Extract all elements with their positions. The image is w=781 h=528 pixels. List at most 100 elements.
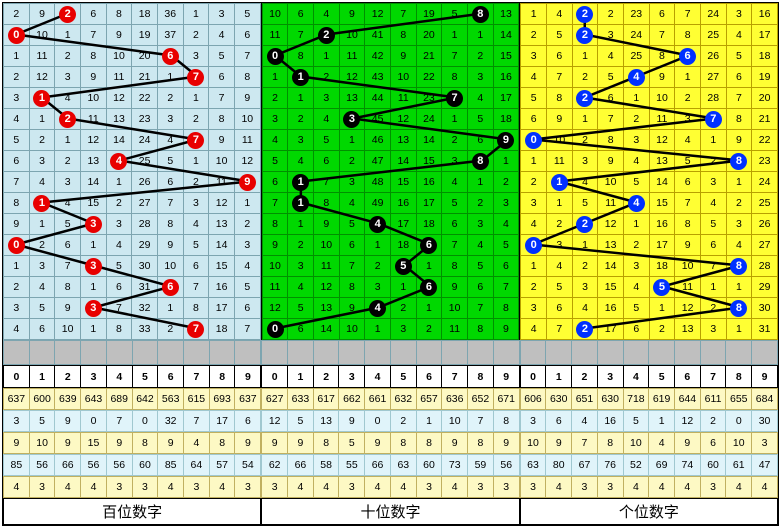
stat-cell: 1 [416, 411, 442, 432]
stat-cell: 10 [520, 433, 546, 454]
cell: 1 [572, 235, 598, 256]
cell: 17 [649, 235, 675, 256]
cell: 5 [262, 151, 288, 172]
cell: 12 [649, 130, 675, 151]
cell: 17 [390, 214, 416, 235]
cell: 2 [547, 214, 573, 235]
cell: 11 [106, 67, 132, 88]
spacer [209, 341, 235, 365]
col-header: 0 [4, 366, 30, 388]
cell: 17 [209, 298, 235, 319]
stat-cell: 69 [649, 455, 675, 476]
stat-cell: 4 [288, 477, 314, 498]
stat-cell: 30 [752, 411, 778, 432]
cell: 7 [262, 193, 288, 214]
stat-cell: 56 [106, 455, 132, 476]
stat-cell: 32 [158, 411, 184, 432]
stat-cell: 617 [313, 389, 339, 410]
stat-cell: 611 [700, 389, 726, 410]
cell: 12 [29, 67, 55, 88]
cell: 8 [4, 193, 30, 214]
cell: 1 [416, 298, 442, 319]
stat-cell: 7 [572, 433, 598, 454]
marker: 0 [267, 48, 284, 65]
marker: 4 [628, 69, 645, 86]
cell: 3 [339, 109, 365, 130]
cell: 13 [675, 319, 701, 340]
stat-cell: 66 [55, 455, 81, 476]
cell: 2 [649, 319, 675, 340]
stat-cell: 718 [623, 389, 649, 410]
cell: 2 [55, 46, 81, 67]
cell: 6 [339, 235, 365, 256]
cell: 6 [598, 88, 624, 109]
cell: 9 [339, 298, 365, 319]
cell: 8 [726, 256, 752, 277]
spacer [390, 341, 416, 365]
cell: 5 [339, 214, 365, 235]
cell: 5 [4, 130, 30, 151]
stat-cell: 6 [546, 411, 572, 432]
stat-cell: 4 [572, 411, 598, 432]
cell: 10 [157, 256, 183, 277]
stat-cell: 8 [468, 433, 494, 454]
cell: 12 [598, 214, 624, 235]
cell: 24 [132, 130, 158, 151]
cell: 0 [262, 46, 288, 67]
stat-cell: 3 [520, 411, 546, 432]
stat-cell: 642 [132, 389, 158, 410]
cell: 7 [234, 46, 260, 67]
stat-cell: 76 [597, 455, 623, 476]
col-header: 3 [81, 366, 107, 388]
cell: 5 [675, 151, 701, 172]
stat-cell: 4 [313, 477, 339, 498]
cell: 9 [598, 151, 624, 172]
cell: 10 [598, 172, 624, 193]
cell: 9 [4, 214, 30, 235]
cell: 11 [262, 277, 288, 298]
cell: 9 [675, 235, 701, 256]
col-header: 5 [132, 366, 158, 388]
cell: 17 [752, 25, 778, 46]
cell: 3 [4, 298, 30, 319]
cell: 4 [726, 25, 752, 46]
cell: 3 [339, 172, 365, 193]
cell: 6 [467, 277, 493, 298]
cell: 1 [467, 172, 493, 193]
cell: 12 [262, 298, 288, 319]
cell: 11 [339, 46, 365, 67]
cell: 8 [442, 256, 468, 277]
cell: 1 [416, 256, 442, 277]
stat-cell: 652 [468, 389, 494, 410]
cell: 2 [726, 193, 752, 214]
cell: 7 [700, 109, 726, 130]
panel-0: 2926818361350101791937246111281020635721… [3, 3, 262, 340]
cell: 4 [467, 235, 493, 256]
cell: 16 [493, 67, 519, 88]
cell: 6 [675, 46, 701, 67]
cell: 7 [547, 319, 573, 340]
cell: 10 [339, 25, 365, 46]
cell: 2 [4, 67, 30, 88]
cell: 14 [598, 256, 624, 277]
cell: 3 [700, 172, 726, 193]
marker: 6 [162, 279, 179, 296]
spacer [158, 341, 184, 365]
marker: 7 [187, 69, 204, 86]
cell: 1 [547, 193, 573, 214]
cell: 6 [288, 4, 314, 25]
spacer [752, 341, 778, 365]
marker: 2 [576, 6, 593, 23]
cell: 18 [209, 319, 235, 340]
stat-cell: 643 [81, 389, 107, 410]
cell: 48 [365, 172, 391, 193]
main-grid-section: 2926818361350101791937246111281020635721… [3, 3, 778, 340]
cell: 21 [132, 67, 158, 88]
cell: 2 [4, 277, 30, 298]
cell: 6 [442, 214, 468, 235]
cell: 14 [209, 235, 235, 256]
stat-cell: 8 [390, 433, 416, 454]
spacer [700, 341, 726, 365]
marker: 2 [318, 27, 335, 44]
cell: 8 [675, 214, 701, 235]
